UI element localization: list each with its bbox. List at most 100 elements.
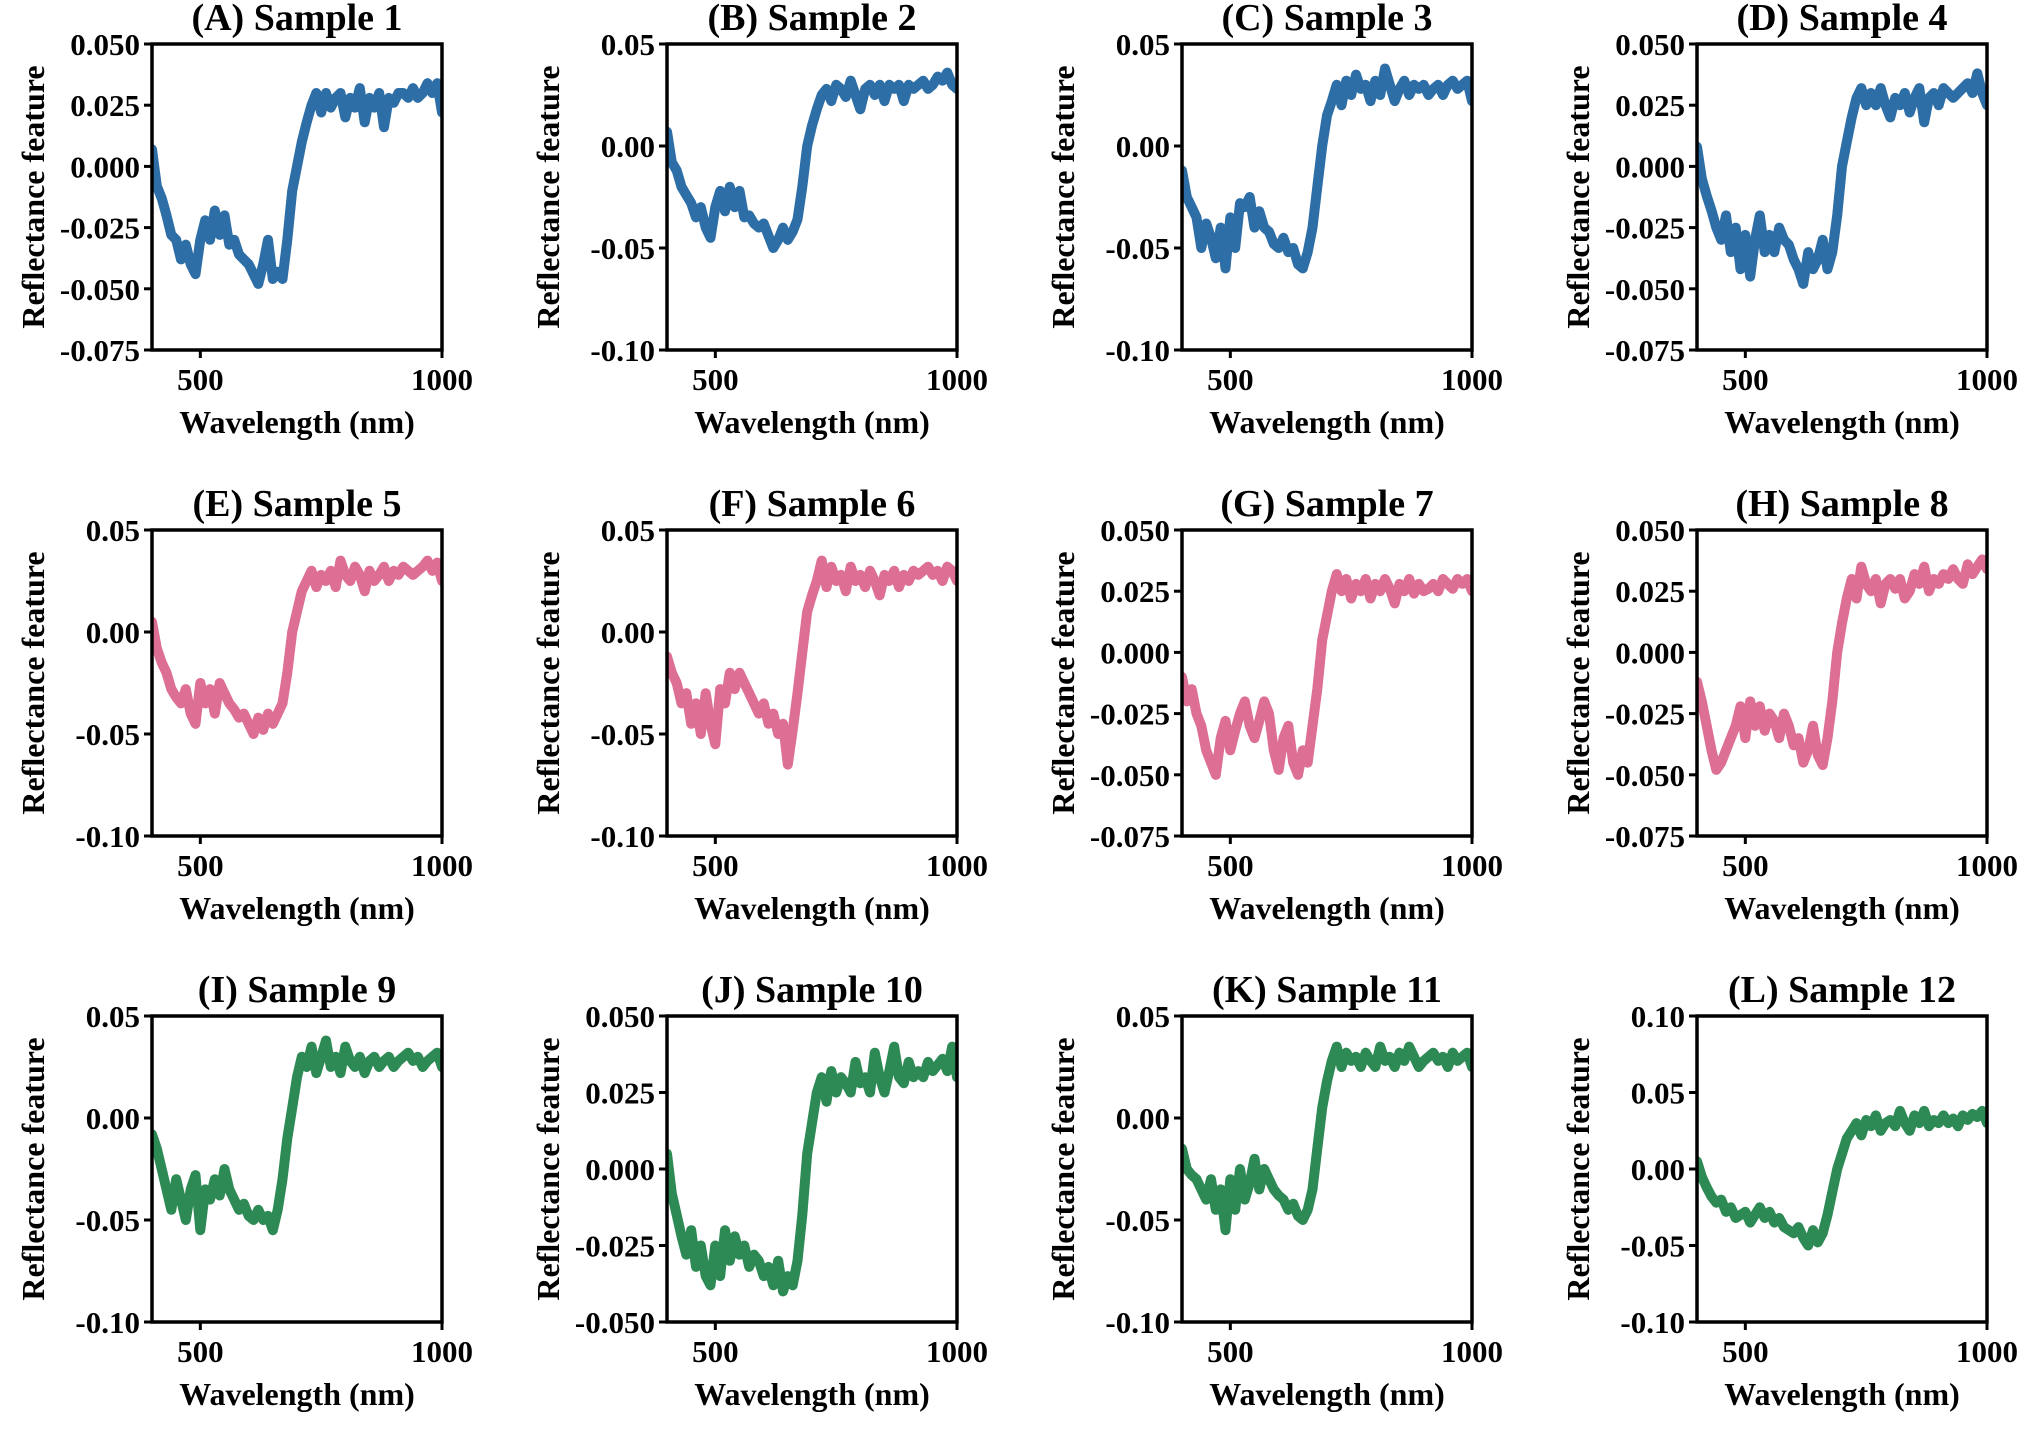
y-tick-label: 0.05	[1116, 27, 1170, 62]
x-tick-label: 1000	[926, 362, 988, 397]
chart-svg: (C) Sample 3 -0.10 -0.05 0.00 0.05 500 1000 Wav…	[1045, 0, 1503, 440]
x-tick-label: 1000	[1956, 362, 2018, 397]
y-tick-label: -0.10	[590, 819, 655, 854]
y-tick-label: -0.05	[1620, 1229, 1685, 1264]
y-tick-label: 0.025	[585, 1076, 655, 1111]
y-tick-label: -0.050	[575, 1305, 655, 1340]
series-line	[667, 67, 957, 253]
plot-frame	[1180, 42, 1474, 352]
y-tick-label: 0.00	[86, 1101, 140, 1136]
y-tick-label: 0.00	[1631, 1152, 1685, 1187]
plot-frame	[150, 1014, 444, 1324]
x-tick-label: 1000	[926, 848, 988, 883]
y-tick-label: -0.05	[75, 1203, 140, 1238]
y-axis-label: Reflectance feature	[530, 65, 566, 328]
y-tick-label: -0.050	[1605, 758, 1685, 793]
chart-title: (G) Sample 7	[1220, 483, 1433, 525]
series-line	[1697, 68, 1987, 289]
x-tick-label: 500	[692, 362, 739, 397]
chart-title: (H) Sample 8	[1735, 483, 1948, 525]
y-tick-label: 0.05	[86, 999, 140, 1034]
y-tick-label: -0.050	[1090, 758, 1170, 793]
series-line	[152, 78, 442, 289]
y-tick-label: -0.075	[1605, 819, 1685, 854]
plot-frame	[150, 528, 444, 838]
chart-panel-8: (H) Sample 8 -0.075 -0.050 -0.025 0.000 0.025…	[1560, 483, 2023, 956]
chart-panel-12: (L) Sample 12 -0.10 -0.05 0.00 0.05 0.10 500 10…	[1560, 969, 2023, 1442]
y-axis-label: Reflectance feature	[1560, 65, 1596, 328]
y-tick-label: -0.10	[590, 333, 655, 368]
x-axis-label: Wavelength (nm)	[1724, 404, 1960, 440]
x-axis-label: Wavelength (nm)	[1209, 1376, 1445, 1412]
plot-frame	[665, 42, 959, 352]
y-tick-label: -0.025	[1090, 697, 1170, 732]
y-tick-label: 0.00	[1116, 1101, 1170, 1136]
y-tick-label: 0.10	[1631, 999, 1685, 1034]
y-tick-label: 0.000	[1615, 635, 1685, 670]
y-tick-label: -0.025	[575, 1229, 655, 1264]
x-tick-label: 500	[1207, 848, 1254, 883]
x-axis-label: Wavelength (nm)	[1724, 1376, 1960, 1412]
x-tick-label: 1000	[926, 1334, 988, 1369]
y-axis-label: Reflectance feature	[1045, 551, 1081, 814]
y-tick-label: 0.000	[70, 149, 140, 184]
x-tick-label: 500	[692, 848, 739, 883]
chart-panel-11: (K) Sample 11 -0.10 -0.05 0.00 0.05 500 1000 Wa…	[1045, 969, 1540, 1442]
y-tick-label: 0.000	[1100, 635, 1170, 670]
x-axis-label: Wavelength (nm)	[694, 404, 930, 440]
chart-svg: (I) Sample 9 -0.10 -0.05 0.00 0.05 500 1000 Wav…	[15, 969, 473, 1412]
y-tick-label: -0.10	[1105, 1305, 1170, 1340]
plot-frame	[1180, 1014, 1474, 1324]
y-axis-label: Reflectance feature	[1560, 551, 1596, 814]
y-tick-label: 0.00	[601, 129, 655, 164]
chart-panel-1: (A) Sample 1 -0.075 -0.050 -0.025 0.000 0.025…	[15, 0, 510, 470]
plot-frame	[150, 42, 444, 352]
series-line	[152, 1035, 442, 1236]
y-tick-label: 0.050	[1100, 513, 1170, 548]
y-tick-label: 0.050	[70, 27, 140, 62]
y-tick-label: 0.05	[86, 513, 140, 548]
x-axis-label: Wavelength (nm)	[1209, 890, 1445, 926]
y-tick-label: -0.05	[590, 717, 655, 752]
x-tick-label: 500	[177, 848, 224, 883]
chart-title: (L) Sample 12	[1728, 969, 1956, 1011]
y-tick-label: 0.05	[601, 27, 655, 62]
y-tick-label: 0.025	[1100, 574, 1170, 609]
plot-frame	[1180, 528, 1474, 838]
x-tick-label: 1000	[1441, 362, 1503, 397]
chart-svg: (F) Sample 6 -0.10 -0.05 0.00 0.05 500 1000 Wav…	[530, 483, 988, 926]
chart-svg: (A) Sample 1 -0.075 -0.050 -0.025 0.000 0.025…	[15, 0, 473, 440]
x-tick-label: 1000	[1956, 1334, 2018, 1369]
x-tick-label: 500	[1722, 1334, 1769, 1369]
y-tick-label: 0.050	[1615, 513, 1685, 548]
plot-frame	[665, 528, 959, 838]
x-tick-label: 1000	[1441, 1334, 1503, 1369]
plot-frame	[1695, 42, 1989, 352]
series-line	[667, 555, 957, 770]
y-tick-label: 0.000	[585, 1152, 655, 1187]
series-line	[1182, 63, 1472, 274]
y-tick-label: -0.075	[1090, 819, 1170, 854]
chart-title: (B) Sample 2	[708, 0, 917, 39]
chart-svg: (G) Sample 7 -0.075 -0.050 -0.025 0.000 0.025…	[1045, 483, 1503, 926]
y-tick-label: 0.025	[1615, 88, 1685, 123]
chart-svg: (J) Sample 10 -0.050 -0.025 0.000 0.025 0.050…	[530, 969, 988, 1412]
y-tick-label: -0.10	[75, 819, 140, 854]
y-tick-label: 0.00	[86, 615, 140, 650]
x-tick-label: 500	[692, 1334, 739, 1369]
y-tick-label: -0.10	[75, 1305, 140, 1340]
chart-title: (K) Sample 11	[1212, 969, 1442, 1011]
x-tick-label: 500	[177, 362, 224, 397]
x-axis-label: Wavelength (nm)	[1724, 890, 1960, 926]
chart-panel-9: (I) Sample 9 -0.10 -0.05 0.00 0.05 500 1000 Wav…	[15, 969, 510, 1442]
chart-panel-4: (D) Sample 4 -0.075 -0.050 -0.025 0.000 0.025…	[1560, 0, 2023, 470]
series-line	[667, 1041, 957, 1297]
x-axis-label: Wavelength (nm)	[1209, 404, 1445, 440]
y-tick-label: 0.000	[1615, 149, 1685, 184]
chart-svg: (H) Sample 8 -0.075 -0.050 -0.025 0.000 0.025…	[1560, 483, 2018, 926]
x-axis-label: Wavelength (nm)	[694, 1376, 930, 1412]
x-tick-label: 500	[1722, 362, 1769, 397]
x-axis-label: Wavelength (nm)	[694, 890, 930, 926]
chart-title: (D) Sample 4	[1736, 0, 1947, 39]
